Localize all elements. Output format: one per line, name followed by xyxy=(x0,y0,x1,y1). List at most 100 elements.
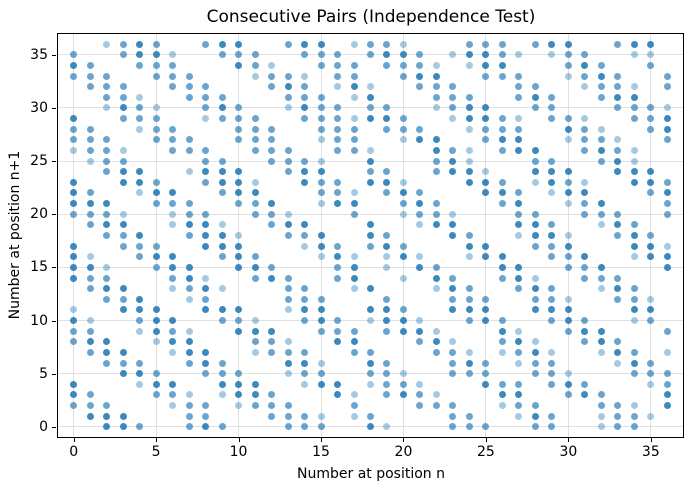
scatter-point xyxy=(498,178,506,186)
scatter-point xyxy=(169,51,177,59)
scatter-point xyxy=(301,348,309,356)
scatter-point xyxy=(251,189,259,197)
scatter-point xyxy=(531,402,539,410)
scatter-point xyxy=(581,391,589,399)
scatter-point xyxy=(564,380,572,388)
scatter-point xyxy=(119,285,127,293)
scatter-point xyxy=(202,157,210,165)
scatter-point xyxy=(251,338,259,346)
scatter-point xyxy=(465,104,473,112)
scatter-point xyxy=(317,189,325,197)
scatter-point xyxy=(202,295,210,303)
scatter-point xyxy=(70,72,78,80)
y-tick-mark xyxy=(52,161,56,163)
scatter-point xyxy=(317,306,325,314)
scatter-point xyxy=(86,348,94,356)
scatter-point xyxy=(498,338,506,346)
scatter-point xyxy=(614,221,622,229)
scatter-point xyxy=(185,210,193,218)
scatter-point xyxy=(581,83,589,91)
scatter-point xyxy=(564,317,572,325)
scatter-point xyxy=(284,232,292,239)
scatter-point xyxy=(317,200,325,208)
scatter-point xyxy=(119,115,127,123)
x-tick-mark xyxy=(73,438,75,442)
scatter-point xyxy=(449,51,457,59)
scatter-point xyxy=(235,125,243,133)
scatter-point xyxy=(136,253,144,261)
scatter-point xyxy=(515,146,523,154)
scatter-point xyxy=(482,423,490,431)
scatter-point xyxy=(268,327,276,335)
scatter-point xyxy=(218,178,226,186)
scatter-point xyxy=(399,306,407,314)
scatter-point xyxy=(482,115,490,123)
scatter-point xyxy=(482,136,490,144)
scatter-point xyxy=(614,412,622,420)
scatter-point xyxy=(515,221,523,229)
scatter-point xyxy=(663,210,671,218)
scatter-point xyxy=(663,136,671,144)
scatter-point xyxy=(597,391,605,399)
scatter-point xyxy=(301,93,309,101)
scatter-point xyxy=(268,136,276,144)
scatter-point xyxy=(70,253,78,261)
scatter-point xyxy=(185,200,193,208)
scatter-point xyxy=(350,285,358,293)
scatter-point xyxy=(531,348,539,356)
scatter-point xyxy=(350,263,358,271)
scatter-point xyxy=(515,391,523,399)
scatter-point xyxy=(350,146,358,154)
scatter-point xyxy=(136,306,144,314)
scatter-point xyxy=(367,359,374,367)
scatter-point xyxy=(284,40,292,48)
x-tick-label: 30 xyxy=(559,444,578,460)
scatter-point xyxy=(86,274,94,282)
scatter-point xyxy=(350,40,358,48)
scatter-point xyxy=(218,391,226,399)
scatter-point xyxy=(317,295,325,303)
chart-title: Consecutive Pairs (Independence Test) xyxy=(206,7,536,27)
scatter-point xyxy=(383,327,391,335)
scatter-point xyxy=(218,285,226,293)
scatter-point xyxy=(399,317,407,325)
y-gridline xyxy=(58,213,683,215)
scatter-point xyxy=(399,242,407,250)
scatter-point xyxy=(235,178,243,186)
scatter-point xyxy=(251,200,259,208)
scatter-point xyxy=(647,380,655,388)
scatter-point xyxy=(119,295,127,303)
scatter-point xyxy=(317,61,325,69)
scatter-point xyxy=(103,93,111,101)
scatter-point xyxy=(647,242,655,250)
scatter-point xyxy=(350,93,358,101)
scatter-point xyxy=(268,83,276,91)
scatter-point xyxy=(515,359,523,367)
x-tick-mark xyxy=(321,438,323,442)
scatter-point xyxy=(614,210,622,218)
scatter-point xyxy=(416,61,424,69)
scatter-point xyxy=(169,189,177,197)
scatter-point xyxy=(268,263,276,271)
x-tick-label: 35 xyxy=(641,444,660,460)
scatter-point xyxy=(449,83,457,91)
scatter-point xyxy=(465,232,473,239)
scatter-point xyxy=(416,221,424,229)
scatter-point xyxy=(367,412,374,420)
scatter-point xyxy=(284,72,292,80)
scatter-point xyxy=(449,168,457,176)
y-tick-label: 0 xyxy=(39,418,48,435)
scatter-point xyxy=(498,51,506,59)
scatter-point xyxy=(531,412,539,420)
scatter-point xyxy=(350,402,358,410)
scatter-point xyxy=(432,263,440,271)
scatter-point xyxy=(185,295,193,303)
scatter-point xyxy=(317,380,325,388)
scatter-point xyxy=(564,168,572,176)
scatter-point xyxy=(169,380,177,388)
scatter-point xyxy=(564,306,572,314)
scatter-point xyxy=(367,370,374,378)
scatter-point xyxy=(334,242,342,250)
scatter-point xyxy=(185,274,193,282)
scatter-point xyxy=(136,51,144,59)
